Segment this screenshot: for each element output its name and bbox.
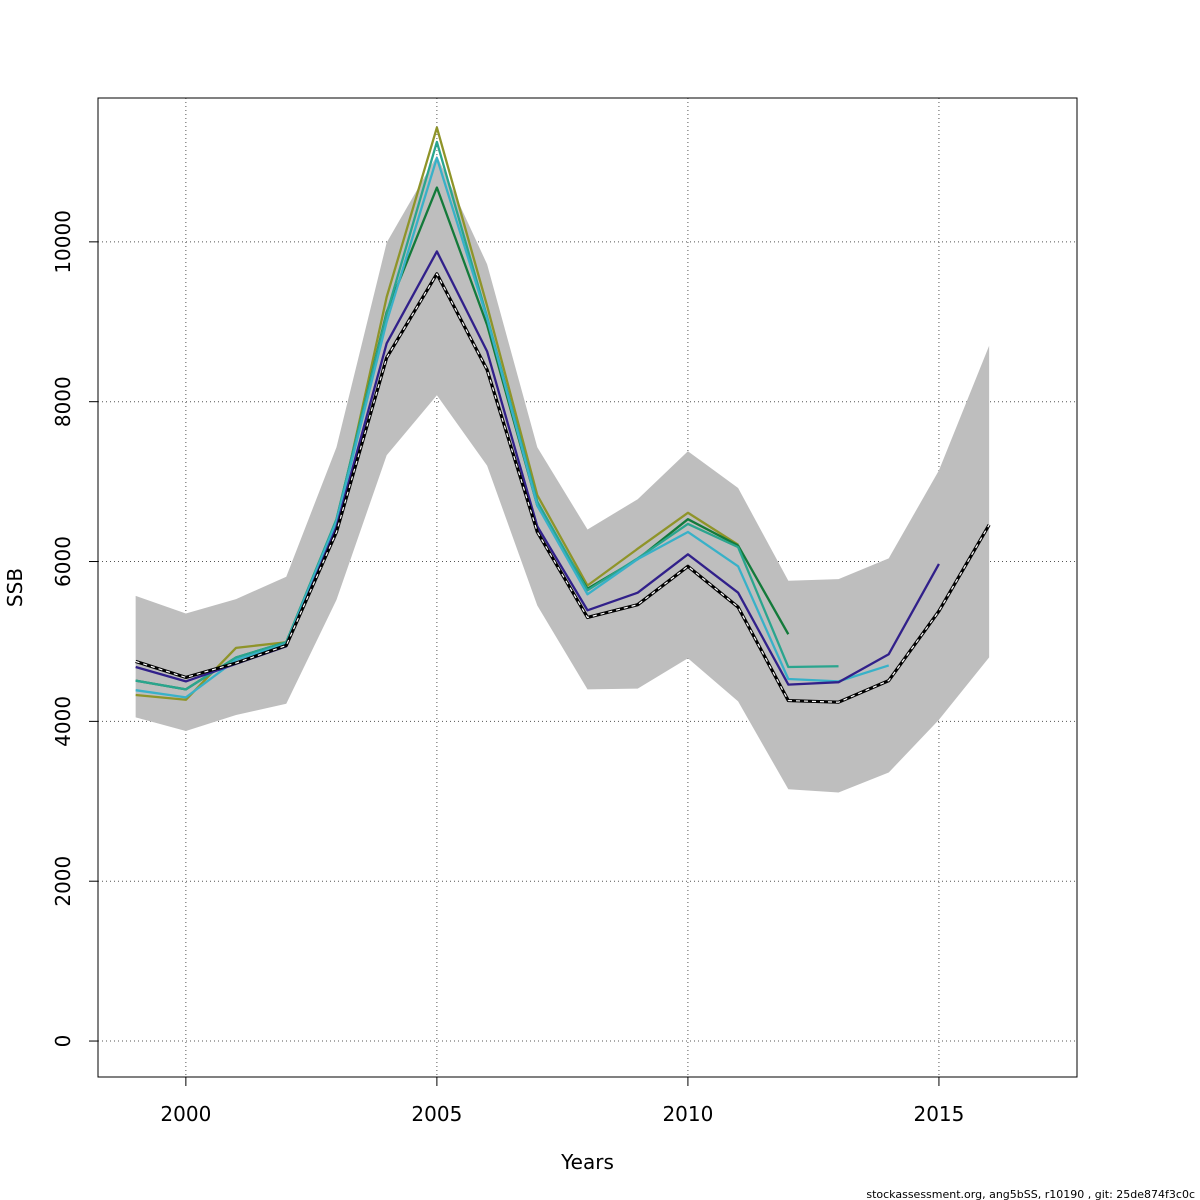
x-tick-label-2000: 2000 — [160, 1102, 211, 1126]
series-line-2 — [135, 156, 890, 699]
series-line-0-dash — [135, 273, 990, 703]
y-tick-label-6000: 6000 — [51, 536, 75, 587]
series-layer — [135, 126, 991, 704]
x-tick-label-2015: 2015 — [913, 1102, 964, 1126]
x-axis: 2000 2005 2010 2015 — [160, 1077, 964, 1126]
confidence-band-layer — [135, 155, 990, 793]
x-tick-label-2005: 2005 — [411, 1102, 462, 1126]
confidence-band — [135, 155, 990, 793]
plot-frame — [97, 97, 1078, 1078]
y-axis-title: SSB — [3, 568, 27, 607]
y-tick-label-2000: 2000 — [51, 856, 75, 907]
y-axis: 0 2000 4000 6000 8000 10000 — [51, 210, 98, 1047]
x-tick-label-2010: 2010 — [662, 1102, 713, 1126]
x-axis-title: Years — [560, 1150, 614, 1174]
y-tick-label-8000: 8000 — [51, 376, 75, 427]
footer-text: stockassessment.org, ang5bSS, r10190 , g… — [866, 1188, 1195, 1200]
y-tick-label-0: 0 — [51, 1035, 75, 1048]
y-tick-label-4000: 4000 — [51, 696, 75, 747]
y-tick-label-10000: 10000 — [51, 210, 75, 274]
series-line-5 — [135, 126, 739, 701]
